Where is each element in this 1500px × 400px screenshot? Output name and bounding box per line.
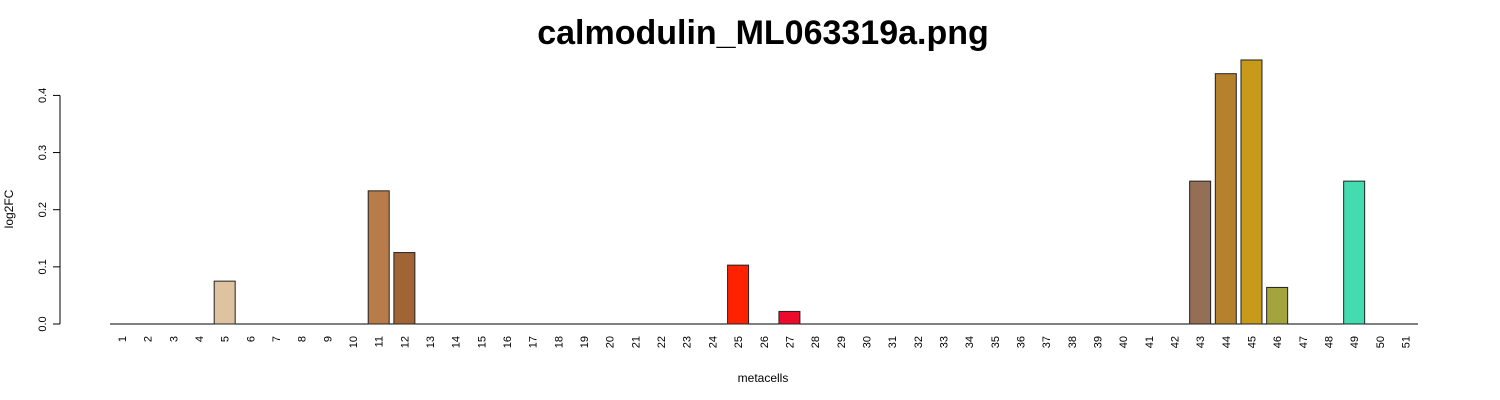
bar-metacell-49: [1343, 180, 1366, 325]
x-tick-label: 4: [194, 336, 206, 342]
x-tick-label: 19: [579, 336, 591, 348]
bar-metacell-25: [727, 264, 750, 325]
x-tick-label: 20: [605, 336, 617, 348]
x-axis-label: metacells: [738, 371, 789, 385]
x-tick-label: 14: [451, 336, 463, 348]
x-tick-label: 37: [1041, 336, 1053, 348]
x-tick-label: 51: [1401, 336, 1413, 348]
y-axis-ticks: 0.0 0.1 0.2 0.3 0.4: [37, 88, 60, 332]
x-tick-label: 27: [784, 336, 796, 348]
x-tick-label: 21: [630, 336, 642, 348]
x-tick-label: 12: [399, 336, 411, 348]
x-tick-label: 17: [528, 336, 540, 348]
x-tick-label: 50: [1375, 336, 1387, 348]
x-axis-tick-labels: 1 2 3 4 5 6 7 8 9 10 11 12 13 14 15 16 17 18 19 20 21 22 23 24 2…: [117, 336, 1413, 348]
x-tick-label: 25: [733, 336, 745, 348]
y-axis-label: log2FC: [2, 189, 16, 228]
x-tick-label: 7: [271, 336, 283, 342]
x-tick-label: 35: [990, 336, 1002, 348]
x-tick-label: 1: [117, 336, 129, 342]
bar-metacell-45: [1240, 59, 1263, 325]
x-tick-label: 8: [297, 336, 309, 342]
x-tick-label: 31: [887, 336, 899, 348]
x-tick-label: 32: [913, 336, 925, 348]
x-tick-label: 41: [1144, 336, 1156, 348]
x-tick-label: 5: [220, 336, 232, 342]
bar-metacell-5: [213, 280, 236, 325]
x-tick-label: 30: [861, 336, 873, 348]
x-tick-label: 44: [1221, 336, 1233, 348]
x-tick-label: 47: [1298, 336, 1310, 348]
x-tick-label: 24: [707, 336, 719, 348]
x-tick-label: 46: [1272, 336, 1284, 348]
x-tick-label: 2: [143, 336, 155, 342]
x-tick-label: 39: [1092, 336, 1104, 348]
x-tick-label: 22: [656, 336, 668, 348]
x-tick-label: 9: [322, 336, 334, 342]
y-tick-label: 0.1: [37, 259, 49, 274]
x-tick-label: 28: [810, 336, 822, 348]
x-tick-label: 15: [476, 336, 488, 348]
x-tick-label: 34: [964, 336, 976, 348]
x-tick-label: 18: [553, 336, 565, 348]
bar-metacell-11: [367, 190, 390, 325]
x-tick-label: 38: [1067, 336, 1079, 348]
x-tick-label: 49: [1349, 336, 1361, 348]
bar-metacell-43: [1189, 180, 1212, 325]
y-tick-label: 0.4: [37, 88, 49, 103]
y-tick-label: 0.3: [37, 145, 49, 160]
x-tick-label: 42: [1169, 336, 1181, 348]
x-tick-label: 3: [168, 336, 180, 342]
x-tick-label: 33: [938, 336, 950, 348]
x-tick-label: 29: [836, 336, 848, 348]
x-tick-label: 45: [1246, 336, 1258, 348]
bar-metacell-46: [1266, 286, 1289, 325]
x-tick-label: 13: [425, 336, 437, 348]
x-tick-label: 10: [348, 336, 360, 348]
x-tick-label: 23: [682, 336, 694, 348]
x-tick-label: 26: [759, 336, 771, 348]
y-tick-label: 0.0: [37, 316, 49, 331]
chart-title: calmodulin_ML063319a.png: [537, 14, 989, 52]
x-tick-label: 11: [374, 336, 386, 347]
y-tick-label: 0.2: [37, 202, 49, 217]
bar-metacell-27: [778, 310, 801, 325]
x-tick-label: 40: [1118, 336, 1130, 348]
x-tick-label: 43: [1195, 336, 1207, 348]
bar-metacell-12: [393, 252, 416, 325]
x-tick-label: 16: [502, 336, 514, 348]
x-tick-label: 48: [1323, 336, 1335, 348]
bar-metacell-44: [1214, 73, 1237, 325]
x-tick-label: 6: [245, 336, 257, 342]
x-tick-label: 36: [1015, 336, 1027, 348]
bars: [213, 59, 1366, 325]
